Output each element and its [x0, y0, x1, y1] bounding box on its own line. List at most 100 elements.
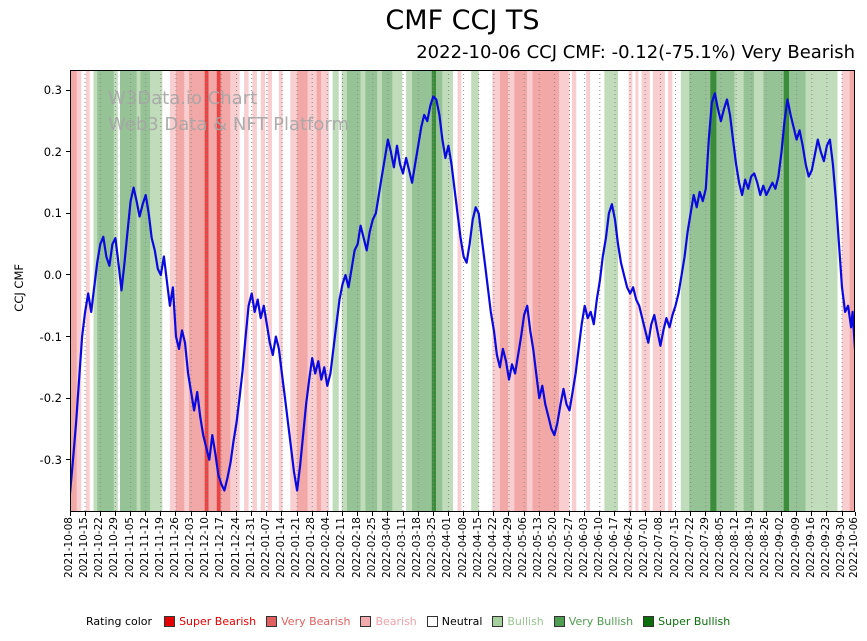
x-tick-label: 2022-08-12: [729, 517, 742, 579]
legend-label-very-bullish: Very Bullish: [568, 615, 634, 628]
rating-band-bearish: [76, 70, 82, 512]
y-tick-mark: [66, 274, 70, 276]
x-tick-label: 2021-12-17: [214, 517, 227, 579]
x-tick-mark: [417, 512, 419, 516]
x-tick-label: 2022-06-17: [607, 517, 620, 579]
x-tick-mark: [251, 512, 253, 516]
legend-item-super-bullish: Super Bullish: [643, 615, 730, 628]
x-tick-mark: [372, 512, 374, 516]
rating-band-bearish: [571, 70, 577, 512]
rating-band-bearish: [85, 70, 90, 512]
x-tick-label: 2022-08-26: [759, 517, 772, 579]
x-tick-label: 2022-01-14: [274, 517, 287, 579]
legend-item-super-bearish: Super Bearish: [164, 615, 256, 628]
x-tick-label: 2022-04-22: [486, 517, 499, 579]
legend-swatch-neutral: [426, 616, 438, 627]
x-tick-mark: [584, 512, 586, 516]
x-tick-label: 2021-10-08: [63, 517, 75, 579]
x-tick-mark: [478, 512, 480, 516]
x-tick-mark: [175, 512, 177, 516]
x-tick-label: 2022-05-06: [517, 517, 530, 579]
rating-band-very_bullish: [347, 70, 361, 512]
x-tick-mark: [99, 512, 101, 516]
legend-items: Super Bearish Very Bearish Bearish Neutral B…: [164, 615, 730, 628]
rating-band-bearish: [252, 70, 257, 512]
x-tick-mark: [523, 512, 525, 516]
chart-title: CMF CCJ TS: [385, 5, 540, 36]
x-tick-label: 2022-03-25: [426, 517, 439, 579]
x-tick-mark: [463, 512, 465, 516]
y-tick-mark: [66, 397, 70, 399]
x-tick-mark: [629, 512, 631, 516]
x-tick-label: 2022-07-15: [668, 517, 681, 579]
legend-title: Rating color: [86, 615, 153, 628]
rating-band-very_bearish: [849, 70, 855, 512]
y-tick-label: 0.3: [43, 83, 62, 98]
plot-border: [70, 70, 855, 512]
x-tick-label: 2022-09-02: [774, 517, 787, 579]
legend-swatch-very-bullish: [553, 616, 565, 627]
x-tick-mark: [145, 512, 147, 516]
x-tick-mark: [447, 512, 449, 516]
x-tick-mark: [493, 512, 495, 516]
x-tick-label: 2022-09-30: [835, 517, 848, 579]
x-tick-mark: [402, 512, 404, 516]
x-tick-mark: [432, 512, 434, 516]
rating-band-bearish: [508, 70, 515, 512]
x-tick-label: 2021-11-19: [153, 517, 166, 579]
chart-subtitle: 2022-10-06 CCJ CMF: -0.12(-75.1%) Very B…: [416, 42, 855, 63]
x-tick-mark: [644, 512, 646, 516]
x-tick-mark: [735, 512, 737, 516]
x-tick-label: 2022-04-15: [471, 517, 484, 579]
x-tick-mark: [659, 512, 661, 516]
x-tick-mark: [675, 512, 676, 516]
rating-band-very_bullish: [120, 70, 137, 512]
rating-band-bearish: [184, 70, 189, 512]
rating-band-bullish: [734, 70, 744, 512]
rating-band-bullish: [360, 70, 366, 512]
x-tick-label: 2021-12-10: [199, 517, 212, 579]
legend-swatch-bullish: [492, 616, 504, 627]
rating-band-bearish: [527, 70, 533, 512]
x-tick-mark: [750, 512, 752, 516]
rating-band-super_bullish: [431, 70, 436, 512]
y-tick-label: 0.0: [43, 267, 62, 282]
rating-band-very_bearish: [532, 70, 559, 512]
rating-band-bearish: [244, 70, 249, 512]
x-tick-mark: [614, 512, 616, 516]
x-tick-label: 2022-05-20: [547, 517, 560, 579]
x-tick-label: 2022-03-11: [396, 517, 409, 579]
x-tick-mark: [538, 512, 540, 516]
rating-band-very_bullish: [412, 70, 443, 512]
legend: Rating color Super Bearish Very Bearish Be…: [86, 615, 730, 628]
x-tick-mark: [114, 512, 116, 516]
x-tick-mark: [811, 512, 813, 516]
x-tick-label: 2021-12-24: [229, 517, 242, 579]
x-tick-mark: [508, 512, 510, 516]
x-tick-mark: [190, 512, 192, 516]
rating-band-very_bearish: [499, 70, 509, 512]
rating-band-bearish: [260, 70, 266, 512]
x-tick-label: 2022-05-13: [532, 517, 545, 579]
legend-swatch-super-bearish: [164, 616, 176, 627]
rating-band-bullish: [442, 70, 453, 512]
rating-band-bullish: [471, 70, 479, 512]
x-tick-mark: [311, 512, 313, 516]
rating-band-bullish: [332, 70, 339, 512]
plot-area: [70, 70, 855, 512]
x-tick-label: 2022-04-01: [441, 517, 454, 579]
x-tick-label: 2022-04-29: [501, 517, 514, 579]
y-tick-mark: [66, 89, 70, 91]
rating-band-super_bullish: [783, 70, 789, 512]
x-tick-mark: [387, 512, 389, 516]
rating-band-bullish: [136, 70, 141, 512]
x-tick-label: 2022-09-23: [819, 517, 832, 579]
rating-band-very_bullish: [381, 70, 393, 512]
y-tick-label: 0.1: [43, 206, 62, 221]
legend-label-bearish: Bearish: [375, 615, 417, 628]
cmf-line: [70, 92, 855, 495]
rating-band-super_bearish: [216, 70, 221, 512]
x-tick-label: 2022-02-11: [335, 517, 348, 579]
x-tick-mark: [854, 512, 856, 516]
